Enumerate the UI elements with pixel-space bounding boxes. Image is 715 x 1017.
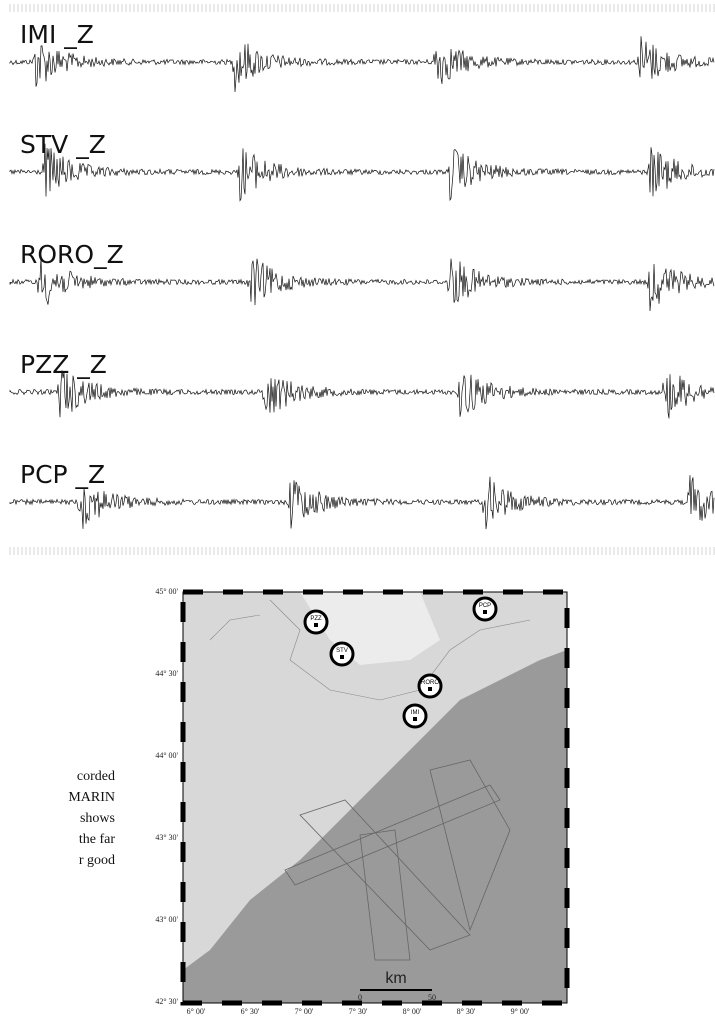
station-ring — [419, 675, 441, 697]
trace-label: PCP _Z — [20, 460, 105, 489]
station-label: PZZ — [310, 616, 322, 622]
station-ring — [474, 598, 496, 620]
caption-fragment: corded MARIN shows the far r good — [68, 769, 115, 868]
seismogram-panel — [8, 0, 715, 560]
scale-end: 50 — [428, 993, 436, 1002]
station-label: STV — [336, 648, 348, 654]
station-ring — [305, 611, 327, 633]
lon-label: 6° 30' — [241, 1007, 260, 1016]
lon-label: 9° 00' — [511, 1007, 530, 1016]
map: PZZ STV RORO IMI PCP 45° 00' 44° 30' 44° 00' 43… — [155, 587, 567, 1016]
scale-start: 0 — [358, 993, 362, 1002]
lon-label: 7° 30' — [349, 1007, 368, 1016]
lat-label: 43° 00' — [155, 915, 178, 924]
caption-line: MARIN — [68, 790, 115, 805]
trace-label: RORO_Z — [20, 240, 124, 269]
lat-label: 44° 30' — [155, 669, 178, 678]
trace-label: IMI _Z — [20, 20, 94, 49]
lat-label: 42° 30' — [155, 997, 178, 1006]
trace-label: STV _Z — [20, 130, 106, 159]
station-marker — [428, 687, 432, 691]
lon-label: 6° 00' — [187, 1007, 206, 1016]
lon-label: 8° 00' — [403, 1007, 422, 1016]
lat-label: 45° 00' — [155, 587, 178, 596]
page: IMI _ZSTV _ZRORO_ZPZZ _ZPCP _Z PZZSTVROR… — [0, 0, 715, 1017]
figure: IMI _ZSTV _ZRORO_ZPZZ _ZPCP _Z PZZSTVROR… — [0, 0, 715, 1017]
caption-line: r good — [79, 853, 115, 868]
station-label: IMI — [411, 710, 420, 716]
station-marker — [340, 655, 344, 659]
lon-label: 8° 30' — [457, 1007, 476, 1016]
station-label: RORO — [421, 680, 439, 686]
station-marker — [314, 623, 318, 627]
station-marker — [483, 610, 487, 614]
caption-line: corded — [77, 769, 115, 784]
lon-label: 7° 00' — [295, 1007, 314, 1016]
station-ring — [404, 705, 426, 727]
lat-label: 44° 00' — [155, 751, 178, 760]
station-marker — [413, 717, 417, 721]
station-label: PCP — [479, 603, 491, 609]
caption-line: the far — [79, 832, 115, 847]
lat-label: 43° 30' — [155, 833, 178, 842]
caption-line: shows — [80, 811, 115, 826]
station-ring — [331, 643, 353, 665]
scale-unit: km — [385, 970, 406, 987]
